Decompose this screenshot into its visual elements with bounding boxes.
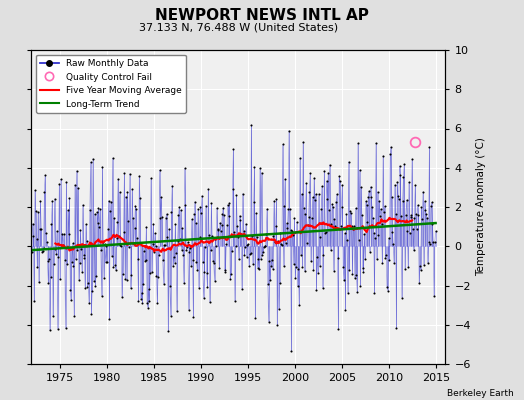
Text: NEWPORT NEWS INTL AP: NEWPORT NEWS INTL AP [155, 8, 369, 23]
Legend: Raw Monthly Data, Quality Control Fail, Five Year Moving Average, Long-Term Tren: Raw Monthly Data, Quality Control Fail, … [36, 54, 186, 113]
Text: Berkeley Earth: Berkeley Earth [447, 389, 514, 398]
Y-axis label: Temperature Anomaly (°C): Temperature Anomaly (°C) [476, 138, 486, 276]
Title: 37.133 N, 76.488 W (United States): 37.133 N, 76.488 W (United States) [139, 22, 338, 32]
